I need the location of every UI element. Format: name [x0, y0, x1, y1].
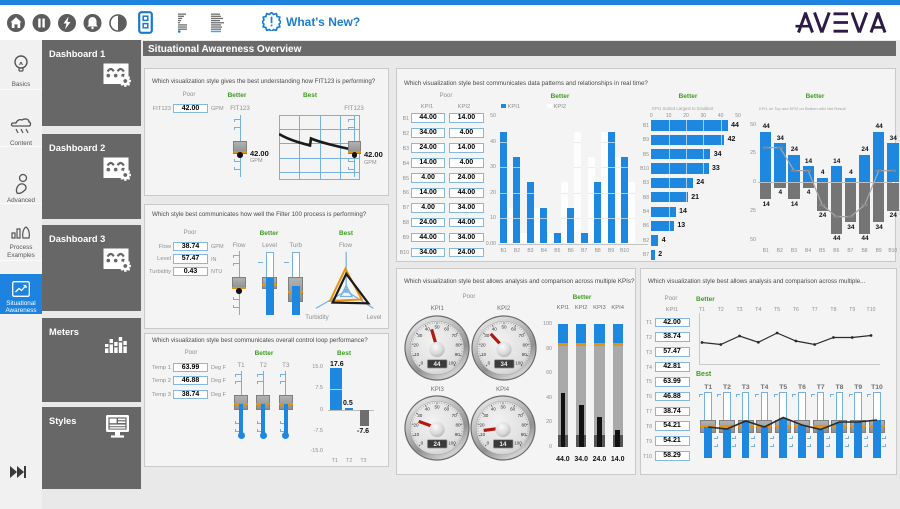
- svg-text:70: 70: [452, 333, 458, 338]
- svg-text:20: 20: [479, 422, 485, 427]
- svg-text:10: 10: [414, 432, 420, 437]
- svg-text:0: 0: [421, 441, 424, 446]
- svg-text:80: 80: [522, 342, 528, 347]
- svg-text:100: 100: [514, 441, 522, 446]
- svg-text:50: 50: [435, 324, 441, 329]
- svg-text:60: 60: [510, 407, 516, 412]
- svg-text:20: 20: [480, 342, 486, 347]
- svg-text:80: 80: [456, 422, 462, 427]
- svg-text:0: 0: [487, 360, 490, 365]
- svg-text:60: 60: [444, 326, 450, 331]
- svg-text:60: 60: [444, 407, 450, 412]
- svg-text:30: 30: [483, 413, 489, 418]
- svg-text:40: 40: [490, 407, 496, 412]
- svg-text:80: 80: [521, 422, 527, 427]
- svg-text:14: 14: [499, 441, 506, 448]
- svg-text:50: 50: [501, 324, 507, 329]
- svg-text:100: 100: [449, 360, 457, 365]
- svg-text:90: 90: [520, 432, 526, 437]
- svg-text:70: 70: [452, 413, 458, 418]
- svg-text:10: 10: [481, 352, 487, 357]
- svg-text:100: 100: [515, 360, 523, 365]
- svg-text:0: 0: [486, 441, 489, 446]
- svg-text:90: 90: [455, 432, 461, 437]
- svg-text:34: 34: [500, 361, 507, 368]
- svg-text:24: 24: [434, 441, 441, 448]
- svg-text:100: 100: [449, 441, 457, 446]
- svg-text:44: 44: [434, 361, 441, 368]
- svg-text:30: 30: [484, 333, 490, 338]
- svg-text:20: 20: [414, 422, 420, 427]
- svg-text:80: 80: [456, 342, 462, 347]
- svg-text:70: 70: [518, 333, 524, 338]
- svg-text:70: 70: [517, 413, 523, 418]
- svg-text:0: 0: [421, 360, 424, 365]
- svg-text:20: 20: [414, 342, 420, 347]
- svg-text:90: 90: [455, 352, 461, 357]
- svg-text:50: 50: [500, 404, 506, 409]
- svg-text:90: 90: [521, 352, 527, 357]
- svg-text:10: 10: [480, 432, 486, 437]
- svg-text:40: 40: [425, 407, 431, 412]
- svg-text:30: 30: [418, 333, 424, 338]
- svg-text:60: 60: [511, 326, 517, 331]
- svg-text:30: 30: [418, 413, 424, 418]
- svg-text:10: 10: [414, 352, 420, 357]
- svg-text:40: 40: [491, 326, 497, 331]
- svg-text:40: 40: [425, 326, 431, 331]
- svg-text:50: 50: [435, 404, 441, 409]
